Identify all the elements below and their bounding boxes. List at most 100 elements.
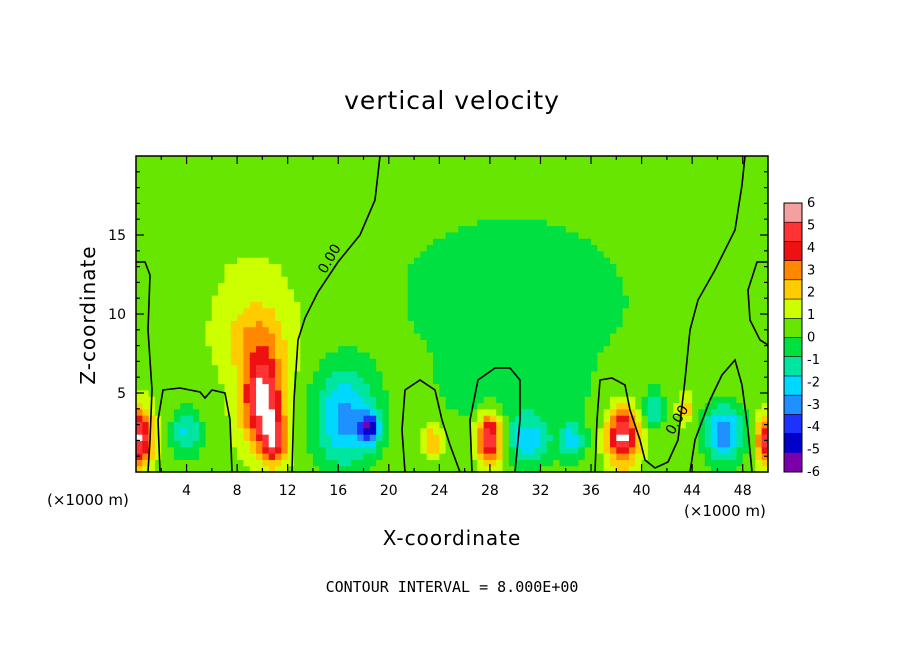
heatmap-cell (483, 238, 491, 246)
heatmap-cell (654, 351, 662, 359)
heatmap-cell (414, 238, 421, 246)
heatmap-cell (515, 187, 523, 195)
heatmap-cell (312, 187, 320, 195)
heatmap-cell (742, 219, 750, 227)
heatmap-cell (281, 288, 289, 296)
heatmap-cell (357, 200, 365, 208)
heatmap-cell (452, 427, 459, 435)
heatmap-cell (559, 219, 567, 227)
heatmap-cell (243, 427, 251, 435)
heatmap-cell (331, 168, 339, 176)
heatmap-cell (546, 351, 554, 359)
heatmap-cell (414, 358, 421, 366)
heatmap-cell (414, 339, 421, 347)
heatmap-cell (275, 162, 282, 170)
heatmap-cell (439, 320, 447, 328)
heatmap-cell (161, 250, 169, 258)
heatmap-cell (382, 383, 390, 391)
heatmap-cell (294, 314, 301, 321)
heatmap-cell (376, 250, 384, 258)
heatmap-cell (369, 364, 377, 372)
heatmap-cell (445, 339, 453, 347)
heatmap-cell (401, 193, 409, 201)
heatmap-cell (673, 225, 681, 233)
heatmap-cell (136, 301, 143, 309)
heatmap-cell (136, 181, 143, 189)
heatmap-cell (395, 276, 403, 283)
heatmap-cell (186, 200, 194, 208)
heatmap-cell (565, 427, 573, 435)
heatmap-cell (679, 364, 687, 372)
heatmap-cell (268, 282, 276, 290)
heatmap-cell (711, 408, 719, 416)
heatmap-cell (136, 257, 143, 265)
heatmap-cell (527, 332, 535, 340)
heatmap-cell (192, 257, 200, 265)
heatmap-cell (401, 276, 409, 283)
heatmap-cell (591, 193, 598, 201)
heatmap-cell (186, 231, 194, 239)
heatmap-cell (433, 257, 440, 265)
heatmap-cell (553, 295, 561, 302)
heatmap-cell (540, 383, 548, 391)
heatmap-cell (249, 383, 257, 391)
heatmap-cell (704, 465, 712, 472)
heatmap-cell (736, 257, 744, 265)
heatmap-cell (369, 421, 377, 429)
heatmap-cell (262, 408, 270, 416)
heatmap-cell (546, 326, 554, 334)
heatmap-cell (647, 219, 655, 227)
heatmap-cell (527, 440, 535, 448)
heatmap-cell (294, 174, 301, 182)
heatmap-cell (243, 402, 251, 410)
heatmap-cell (199, 288, 207, 296)
heatmap-cell (470, 200, 478, 208)
heatmap-cell (192, 339, 200, 347)
heatmap-cell (173, 459, 181, 467)
heatmap-cell (736, 225, 744, 233)
heatmap-cell (350, 295, 358, 302)
heatmap-cell (433, 434, 440, 441)
heatmap-cell (591, 200, 598, 208)
heatmap-cell (331, 320, 339, 328)
heatmap-cell (730, 326, 737, 334)
heatmap-cell (369, 219, 377, 227)
heatmap-cell (136, 339, 143, 347)
heatmap-cell (704, 307, 712, 315)
heatmap-cell (546, 358, 554, 366)
heatmap-cell (439, 370, 447, 378)
heatmap-cell (363, 244, 371, 252)
heatmap-cell (565, 326, 573, 334)
heatmap-cell (508, 345, 516, 353)
heatmap-cell (439, 200, 447, 208)
heatmap-cell (376, 427, 384, 435)
heatmap-cell (433, 238, 440, 246)
heatmap-cell (597, 238, 605, 246)
heatmap-cell (224, 193, 232, 201)
heatmap-cell (572, 446, 579, 454)
heatmap-cell (641, 307, 649, 315)
heatmap-cell (319, 332, 327, 340)
heatmap-cell (426, 351, 434, 359)
heatmap-cell (470, 427, 478, 435)
heatmap-cell (483, 288, 491, 296)
heatmap-cell (249, 459, 257, 467)
heatmap-cell (136, 187, 143, 195)
heatmap-cell (325, 276, 333, 283)
heatmap-cell (496, 225, 504, 233)
heatmap-cell (730, 465, 737, 472)
heatmap-cell (414, 408, 421, 416)
heatmap-cell (685, 446, 693, 454)
heatmap-cell (591, 396, 598, 404)
heatmap-cell (319, 389, 327, 397)
heatmap-cell (173, 421, 181, 429)
heatmap-cell (262, 427, 270, 435)
heatmap-cell (717, 238, 725, 246)
heatmap-cell (363, 415, 371, 423)
heatmap-cell (464, 364, 472, 372)
heatmap-cell (616, 193, 624, 201)
heatmap-cell (369, 453, 377, 460)
heatmap-cell (578, 276, 586, 283)
heatmap-cell (610, 332, 617, 340)
heatmap-cell (211, 231, 219, 239)
